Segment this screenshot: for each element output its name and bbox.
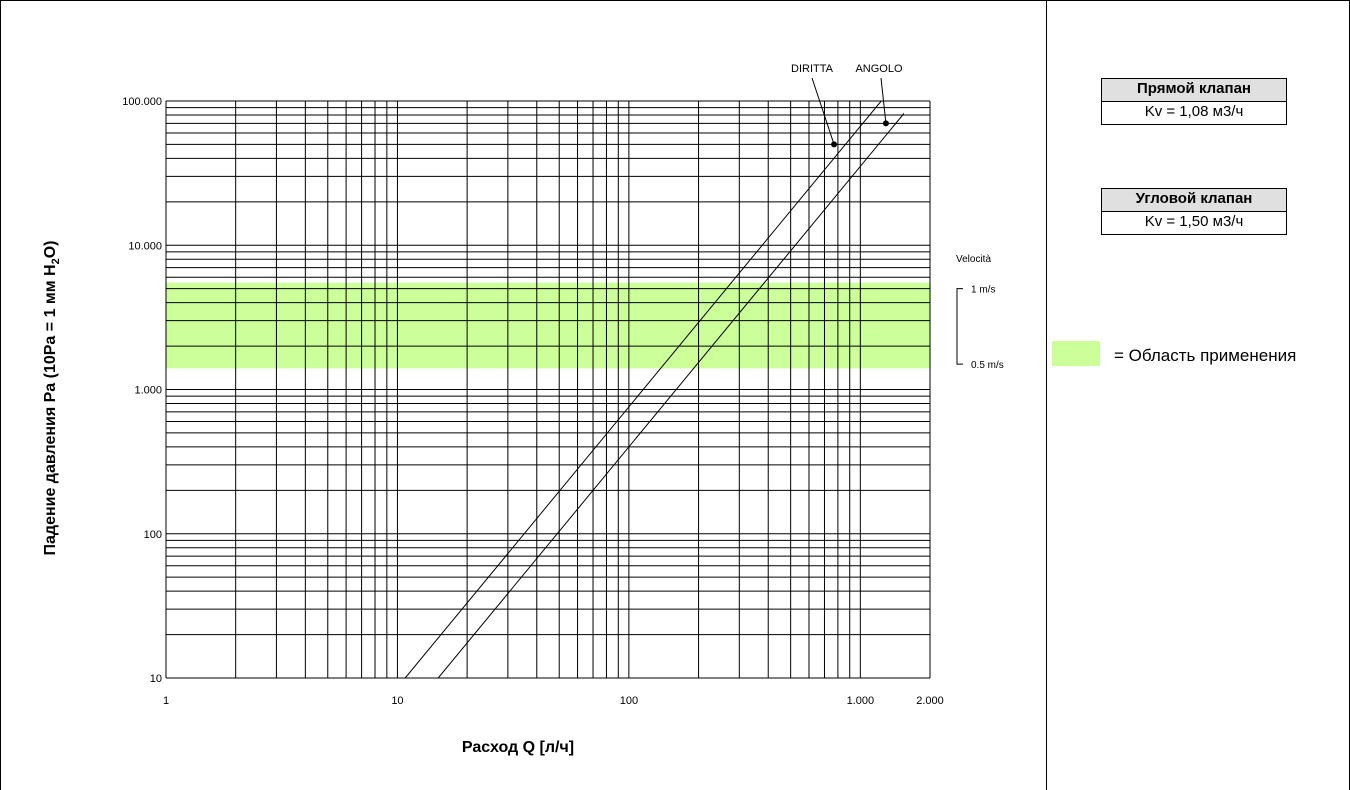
application-zone-swatch: [1052, 341, 1100, 366]
pressure-drop-chart: 1 10 100 1.000 2.000101001.00010.000100.000Р…: [42, 63, 1004, 756]
velocity-title: Velocità: [956, 254, 991, 265]
velocity-bottom-label: 0.5 m/s: [971, 360, 1004, 371]
straight-valve-kv: Kv = 1,08 м3/ч: [1102, 101, 1286, 124]
application-zone-band: [166, 282, 930, 369]
velocity-bracket: [956, 288, 963, 365]
angle-valve-legend: Угловой клапан Kv = 1,50 м3/ч: [1101, 188, 1287, 235]
angle-valve-title: Угловой клапан: [1102, 189, 1286, 211]
x-axis-title: Расход Q [л/ч]: [462, 739, 574, 756]
series-line-diritta: [404, 101, 882, 678]
x-tick-label: 1: [163, 695, 169, 707]
y-tick-label: 100.000: [122, 96, 162, 108]
series-callout-diritta: [811, 77, 835, 145]
x-tick-label: 100: [620, 695, 638, 707]
y-tick-label: 10.000: [128, 240, 162, 252]
y-axis-title: Падение давления Pa (10Pa = 1 мм H2O): [42, 241, 62, 556]
series-line-angolo: [437, 112, 904, 678]
series-label-diritta: DIRITTA: [791, 63, 834, 75]
y-tick-label: 10: [150, 673, 162, 685]
x-tick-label: 10: [391, 695, 403, 707]
y-tick-label: 1.000: [134, 385, 162, 397]
straight-valve-title: Прямой клапан: [1102, 79, 1286, 101]
application-zone-label: = Область применения: [1114, 346, 1297, 365]
velocity-top-label: 1 m/s: [971, 285, 995, 296]
series-label-angolo: ANGOLO: [855, 63, 903, 75]
y-tick-label: 100: [144, 529, 162, 541]
series-callout-angolo: [880, 77, 887, 124]
x-tick-label: 2.000: [916, 695, 944, 707]
x-tick-label: 1.000: [847, 695, 875, 707]
angle-valve-kv: Kv = 1,50 м3/ч: [1102, 211, 1286, 234]
straight-valve-legend: Прямой клапан Kv = 1,08 м3/ч: [1101, 78, 1287, 125]
